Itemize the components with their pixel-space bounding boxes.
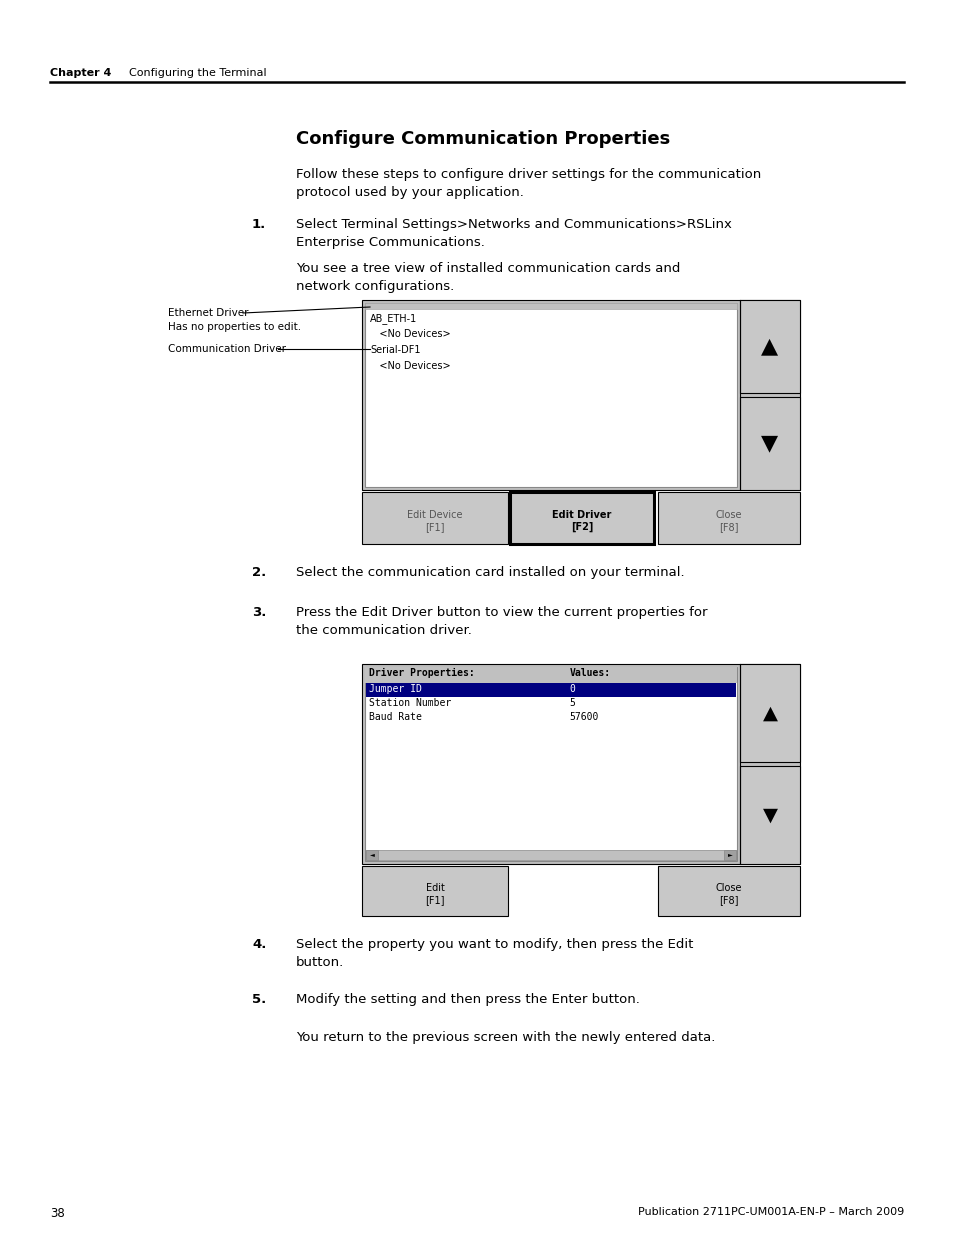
Text: ▲: ▲ bbox=[760, 336, 778, 356]
Text: ►: ► bbox=[727, 852, 732, 857]
Text: Configure Communication Properties: Configure Communication Properties bbox=[295, 130, 670, 148]
Text: 38: 38 bbox=[50, 1207, 65, 1220]
Bar bbox=[365, 303, 737, 309]
Text: 0: 0 bbox=[569, 684, 575, 694]
Text: Edit Device: Edit Device bbox=[407, 510, 462, 520]
Text: Station Number: Station Number bbox=[369, 698, 451, 708]
Bar bbox=[361, 300, 800, 490]
Bar bbox=[723, 850, 735, 860]
Bar bbox=[658, 492, 800, 543]
Text: Press the Edit Driver button to view the current properties for: Press the Edit Driver button to view the… bbox=[295, 606, 707, 619]
Text: <No Devices>: <No Devices> bbox=[370, 329, 450, 338]
Text: Select the property you want to modify, then press the Edit: Select the property you want to modify, … bbox=[295, 939, 693, 951]
Text: Ethernet Driver: Ethernet Driver bbox=[168, 308, 248, 317]
Bar bbox=[365, 667, 737, 683]
Bar bbox=[366, 850, 735, 860]
Text: 2.: 2. bbox=[252, 566, 266, 579]
Bar bbox=[366, 683, 735, 697]
Bar bbox=[365, 667, 737, 861]
Text: 1.: 1. bbox=[252, 219, 266, 231]
Bar bbox=[361, 492, 507, 543]
Text: Follow these steps to configure driver settings for the communication: Follow these steps to configure driver s… bbox=[295, 168, 760, 182]
Text: ◄: ◄ bbox=[369, 852, 374, 857]
Text: 4.: 4. bbox=[252, 939, 266, 951]
Text: protocol used by your application.: protocol used by your application. bbox=[295, 186, 523, 199]
Bar bbox=[361, 664, 800, 864]
Bar bbox=[740, 766, 800, 864]
Text: Edit Driver: Edit Driver bbox=[552, 510, 611, 520]
Text: Serial-DF1: Serial-DF1 bbox=[370, 345, 420, 354]
Text: ▼: ▼ bbox=[760, 433, 778, 453]
Text: 5.: 5. bbox=[252, 993, 266, 1007]
Text: [F8]: [F8] bbox=[719, 895, 738, 905]
Text: 57600: 57600 bbox=[569, 713, 598, 722]
Text: Configuring the Terminal: Configuring the Terminal bbox=[115, 68, 266, 78]
Text: Chapter 4: Chapter 4 bbox=[50, 68, 112, 78]
Bar bbox=[658, 866, 800, 916]
Bar bbox=[510, 492, 654, 543]
Text: AB_ETH-1: AB_ETH-1 bbox=[370, 312, 416, 324]
Bar bbox=[366, 850, 377, 860]
Text: Publication 2711PC-UM001A-EN-P – March 2009: Publication 2711PC-UM001A-EN-P – March 2… bbox=[638, 1207, 903, 1216]
Bar bbox=[361, 866, 507, 916]
Text: ▲: ▲ bbox=[761, 704, 777, 722]
Text: Edit: Edit bbox=[425, 883, 444, 893]
Text: <No Devices>: <No Devices> bbox=[370, 361, 450, 370]
Text: [F1]: [F1] bbox=[425, 522, 444, 532]
Bar bbox=[365, 303, 737, 487]
Text: Modify the setting and then press the Enter button.: Modify the setting and then press the En… bbox=[295, 993, 639, 1007]
Text: [F2]: [F2] bbox=[570, 522, 593, 532]
Text: button.: button. bbox=[295, 956, 344, 969]
Text: Close: Close bbox=[715, 510, 741, 520]
Text: network configurations.: network configurations. bbox=[295, 280, 454, 293]
Text: [F1]: [F1] bbox=[425, 895, 444, 905]
Text: 5: 5 bbox=[569, 698, 575, 708]
Text: Values:: Values: bbox=[569, 668, 610, 678]
Text: Jumper ID: Jumper ID bbox=[369, 684, 421, 694]
Text: You return to the previous screen with the newly entered data.: You return to the previous screen with t… bbox=[295, 1031, 715, 1044]
Text: Select the communication card installed on your terminal.: Select the communication card installed … bbox=[295, 566, 684, 579]
Text: You see a tree view of installed communication cards and: You see a tree view of installed communi… bbox=[295, 262, 679, 275]
Text: Baud Rate: Baud Rate bbox=[369, 713, 421, 722]
Text: Select Terminal Settings>Networks and Communications>RSLinx: Select Terminal Settings>Networks and Co… bbox=[295, 219, 731, 231]
Text: 3.: 3. bbox=[252, 606, 266, 619]
Text: Has no properties to edit.: Has no properties to edit. bbox=[168, 322, 301, 332]
Bar bbox=[740, 300, 800, 393]
Text: Driver Properties:: Driver Properties: bbox=[369, 668, 475, 678]
Text: Enterprise Communications.: Enterprise Communications. bbox=[295, 236, 484, 249]
Text: the communication driver.: the communication driver. bbox=[295, 624, 472, 637]
Text: [F8]: [F8] bbox=[719, 522, 738, 532]
Text: ▼: ▼ bbox=[761, 805, 777, 825]
Text: Close: Close bbox=[715, 883, 741, 893]
Bar bbox=[740, 396, 800, 490]
Text: Communication Driver: Communication Driver bbox=[168, 345, 286, 354]
Bar bbox=[740, 664, 800, 762]
